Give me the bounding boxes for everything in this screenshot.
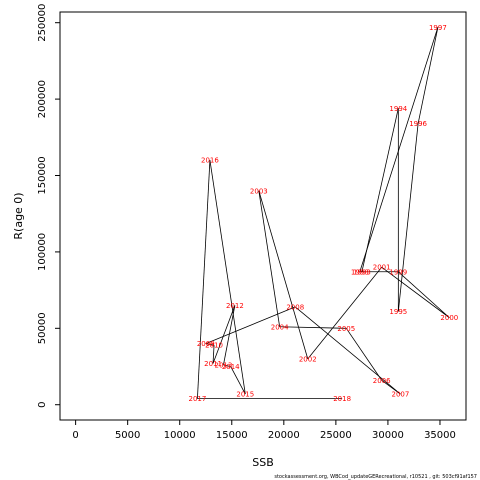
trajectory-segment: [258, 190, 309, 359]
year-label: 1999: [389, 268, 407, 276]
year-label: 2000: [440, 314, 458, 322]
trajectory-segment: [258, 190, 281, 327]
year-label: 2003: [250, 187, 268, 195]
year-label: 2009: [197, 340, 215, 348]
trajectory-segment: [205, 343, 215, 346]
year-label: 2018: [333, 395, 351, 403]
recruitment-trajectory: [197, 27, 450, 400]
y-tick-label: 50000: [37, 312, 48, 344]
year-label: 2013: [215, 361, 233, 369]
year-label: 1996: [409, 120, 427, 128]
year-label: 2016: [201, 157, 219, 165]
year-label: 2008: [286, 303, 304, 311]
trajectory-segment: [230, 366, 246, 395]
trajectory-segment: [359, 27, 439, 272]
trajectory-segment: [197, 160, 211, 399]
trajectory-segment: [212, 305, 236, 364]
trajectory-segment: [307, 266, 382, 360]
year-label: 2010: [205, 342, 223, 350]
year-label: 2012: [226, 302, 244, 310]
trajectory-segment: [397, 123, 419, 312]
trajectory-segment: [398, 271, 450, 318]
x-tick-label: 5000: [115, 430, 140, 441]
year-labels: 1993 1994 1995 1996 1997 1998 1999 2000 2001 2002…: [189, 24, 459, 403]
trajectory-segment: [212, 345, 215, 364]
x-tick-label: 25000: [320, 430, 352, 441]
y-tick-label: 100000: [37, 233, 48, 271]
trajectory-segment: [361, 108, 399, 272]
year-label: 2017: [189, 395, 207, 403]
x-axis: 0 5000 10000 15000 20000 25000 30000 35000: [72, 419, 456, 441]
year-label: 2001: [373, 264, 391, 272]
year-label: 1994: [389, 105, 407, 113]
trajectory-segment: [209, 160, 246, 395]
y-axis: 0 50000 100000 150000 200000 250000: [37, 4, 61, 408]
year-label: 2005: [337, 325, 355, 333]
footer-credit: stockassessment.org, WBCod_updateGERecre…: [274, 474, 477, 480]
y-tick-label: 150000: [37, 156, 48, 194]
y-tick-label: 0: [37, 402, 48, 408]
year-label: 2014: [222, 363, 240, 371]
x-tick-label: 20000: [268, 430, 300, 441]
trajectory-segment: [223, 305, 236, 366]
year-label: 2002: [299, 355, 317, 363]
year-label: 1993: [353, 268, 371, 276]
x-tick-label: 30000: [372, 430, 404, 441]
x-tick-label: 10000: [164, 430, 196, 441]
x-tick-label: 0: [72, 430, 78, 441]
year-label: 2006: [373, 377, 391, 385]
x-tick-label: 15000: [216, 430, 248, 441]
x-axis-title: SSB: [252, 456, 274, 469]
x-tick-label: 35000: [424, 430, 456, 441]
year-label: 1998: [351, 268, 369, 276]
trajectory-segment: [223, 364, 231, 367]
trajectory-segment: [279, 326, 347, 329]
year-label: 1995: [389, 308, 407, 316]
year-label: 2015: [236, 391, 254, 399]
trajectory-segment: [295, 306, 401, 395]
trajectory-segment: [417, 27, 439, 124]
year-label: 1997: [429, 24, 447, 32]
year-label: 2011: [204, 360, 222, 368]
y-axis-title: R(age 0): [12, 192, 25, 239]
trajectory-segment: [381, 266, 450, 318]
trajectory-segment: [345, 328, 383, 381]
year-label: 2007: [392, 391, 410, 399]
year-label: 2004: [271, 323, 289, 331]
y-tick-label: 250000: [37, 4, 48, 42]
y-tick-label: 200000: [37, 80, 48, 118]
trajectory-segment: [205, 306, 296, 344]
